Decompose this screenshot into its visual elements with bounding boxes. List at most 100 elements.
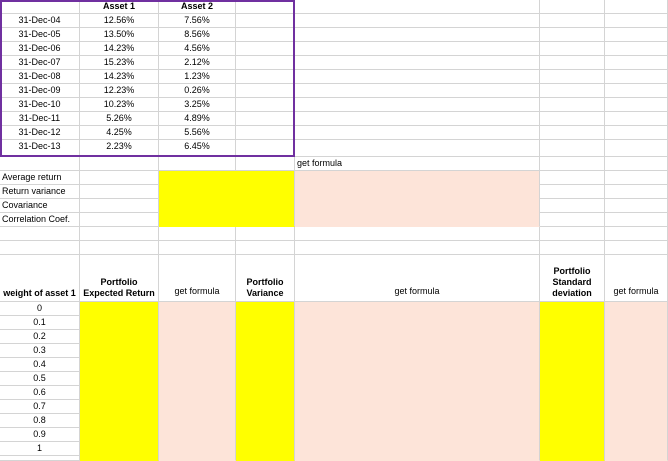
empty-cell[interactable] [605, 185, 668, 199]
empty-cell[interactable] [295, 112, 540, 126]
empty-cell[interactable] [295, 56, 540, 70]
date-cell[interactable]: 31-Dec-10 [0, 98, 80, 112]
asset1-return-cell[interactable]: 14.23% [80, 42, 159, 56]
date-cell[interactable]: 31-Dec-06 [0, 42, 80, 56]
empty-cell[interactable] [236, 28, 295, 42]
empty-cell[interactable] [605, 14, 668, 28]
empty-cell[interactable] [605, 241, 668, 255]
asset2-return-cell[interactable]: 4.89% [159, 112, 236, 126]
empty-cell[interactable] [295, 0, 540, 14]
empty-cell[interactable] [236, 157, 295, 171]
weight-cell[interactable]: 0.2 [0, 330, 80, 344]
empty-cell[interactable] [295, 140, 540, 157]
empty-cell[interactable] [295, 98, 540, 112]
empty-cell[interactable] [540, 84, 605, 98]
empty-cell[interactable] [236, 84, 295, 98]
empty-cell[interactable] [605, 157, 668, 171]
expected-return-formula-column[interactable] [159, 302, 236, 461]
stat-label[interactable]: Covariance [0, 199, 80, 213]
weight-cell[interactable]: 0.1 [0, 316, 80, 330]
header-portfolio-variance[interactable]: Portfolio Variance [236, 255, 295, 302]
empty-cell[interactable] [540, 227, 605, 241]
weight-cell[interactable]: 0 [0, 302, 80, 316]
weight-cell[interactable]: 1 [0, 442, 80, 456]
asset1-return-cell[interactable]: 15.23% [80, 56, 159, 70]
empty-cell[interactable] [0, 227, 80, 241]
header-asset2[interactable]: Asset 2 [159, 0, 236, 14]
empty-cell[interactable] [80, 199, 159, 213]
empty-cell[interactable] [605, 126, 668, 140]
header-weight-asset1[interactable]: weight of asset 1 [0, 255, 80, 302]
empty-cell[interactable] [540, 213, 605, 227]
stats-formula-note[interactable]: get formula [295, 157, 540, 171]
empty-cell[interactable] [236, 126, 295, 140]
empty-cell[interactable] [236, 0, 295, 14]
empty-cell[interactable] [540, 171, 605, 185]
empty-cell[interactable] [0, 241, 80, 255]
empty-cell[interactable] [80, 185, 159, 199]
weight-cell[interactable]: 0.5 [0, 372, 80, 386]
asset2-return-cell[interactable]: 4.56% [159, 42, 236, 56]
stats-input-area[interactable] [159, 171, 295, 227]
date-cell[interactable]: 31-Dec-12 [0, 126, 80, 140]
empty-cell[interactable] [295, 241, 540, 255]
asset2-return-cell[interactable]: 8.56% [159, 28, 236, 42]
empty-cell[interactable] [80, 227, 159, 241]
weight-cell[interactable]: 0.3 [0, 344, 80, 358]
empty-cell[interactable] [540, 241, 605, 255]
empty-cell[interactable] [236, 140, 295, 157]
asset1-return-cell[interactable]: 2.23% [80, 140, 159, 157]
empty-cell[interactable] [605, 140, 668, 157]
empty-cell[interactable] [605, 171, 668, 185]
asset1-return-cell[interactable]: 5.26% [80, 112, 159, 126]
empty-cell[interactable] [540, 185, 605, 199]
empty-cell[interactable] [236, 70, 295, 84]
stat-label[interactable]: Average return [0, 171, 80, 185]
empty-cell[interactable] [236, 241, 295, 255]
empty-cell[interactable] [540, 126, 605, 140]
empty-cell[interactable] [159, 227, 236, 241]
empty-cell[interactable] [540, 70, 605, 84]
formula-note-expected-return[interactable]: get formula [159, 255, 236, 302]
date-cell[interactable]: 31-Dec-07 [0, 56, 80, 70]
asset2-return-cell[interactable]: 6.45% [159, 140, 236, 157]
empty-cell[interactable] [0, 157, 80, 171]
asset2-return-cell[interactable]: 7.56% [159, 14, 236, 28]
empty-cell[interactable] [540, 157, 605, 171]
empty-cell[interactable] [159, 157, 236, 171]
empty-cell[interactable] [540, 0, 605, 14]
empty-cell[interactable] [159, 241, 236, 255]
empty-cell[interactable] [295, 84, 540, 98]
asset1-return-cell[interactable]: 12.56% [80, 14, 159, 28]
stats-formula-area[interactable] [295, 171, 540, 227]
asset1-return-cell[interactable]: 4.25% [80, 126, 159, 140]
empty-cell[interactable] [540, 56, 605, 70]
weight-cell[interactable]: 0.9 [0, 428, 80, 442]
date-cell[interactable]: 31-Dec-04 [0, 14, 80, 28]
empty-cell[interactable] [80, 213, 159, 227]
empty-cell[interactable] [605, 227, 668, 241]
date-cell[interactable]: 31-Dec-11 [0, 112, 80, 126]
header-portfolio-expected-return[interactable]: Portfolio Expected Return [80, 255, 159, 302]
empty-cell[interactable] [295, 14, 540, 28]
empty-cell[interactable] [605, 42, 668, 56]
empty-cell[interactable] [80, 241, 159, 255]
empty-cell[interactable] [540, 140, 605, 157]
empty-cell[interactable] [540, 112, 605, 126]
asset1-return-cell[interactable]: 12.23% [80, 84, 159, 98]
date-cell[interactable]: 31-Dec-13 [0, 140, 80, 157]
empty-cell[interactable] [236, 112, 295, 126]
empty-cell[interactable] [295, 42, 540, 56]
stddev-input-column[interactable] [540, 302, 605, 461]
empty-cell[interactable] [605, 84, 668, 98]
empty-cell[interactable] [236, 14, 295, 28]
empty-cell[interactable] [540, 28, 605, 42]
empty-cell[interactable] [236, 227, 295, 241]
date-cell[interactable]: 31-Dec-08 [0, 70, 80, 84]
asset1-return-cell[interactable]: 10.23% [80, 98, 159, 112]
empty-cell[interactable] [540, 98, 605, 112]
variance-input-column[interactable] [236, 302, 295, 461]
empty-cell[interactable] [295, 70, 540, 84]
weight-cell[interactable]: 0.8 [0, 414, 80, 428]
